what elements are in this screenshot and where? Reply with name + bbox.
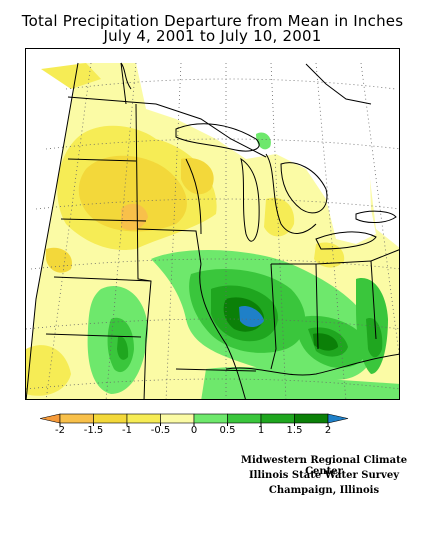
legend-swatch	[93, 413, 128, 424]
graticule-line	[315, 62, 347, 399]
graticule-line	[26, 318, 399, 330]
border-il-in	[270, 263, 277, 370]
drier-region-minnesota	[78, 155, 187, 232]
legend-tick-label: 0	[190, 425, 198, 436]
lake-huron	[280, 162, 328, 214]
legend-tick-label: -2	[55, 425, 65, 436]
border-ne-ks	[53, 276, 152, 282]
border-il-mo	[199, 263, 246, 399]
color-legend	[40, 413, 349, 426]
credit-survey: Illinois State Water Survey	[248, 470, 400, 481]
max-precip-region	[239, 305, 264, 327]
border-ny	[370, 249, 399, 262]
legend-tick-label: -0.5	[150, 425, 171, 436]
domain-edge-west	[26, 62, 79, 399]
map-title-line1: Total Precipitation Departure from Mean …	[21, 12, 404, 30]
graticule-line	[45, 62, 92, 399]
legend-tick-label: 2	[324, 425, 332, 436]
legend-tick-label: -1.5	[83, 425, 104, 436]
lake-michigan	[240, 157, 260, 242]
legend-tick-label: 1.5	[286, 425, 303, 436]
wettest-region-kansas	[117, 336, 129, 360]
outside-data-area	[136, 63, 371, 224]
graticule	[26, 62, 399, 399]
legend-tick-label: 0.5	[219, 425, 236, 436]
legend-swatch	[327, 413, 349, 424]
border-canada-line	[120, 62, 127, 105]
legend-swatch	[193, 413, 228, 424]
precipitation-map	[25, 48, 400, 400]
border-sd-ne	[60, 218, 147, 222]
lake-superior	[175, 123, 260, 152]
border-ia	[137, 228, 202, 265]
lake-woods	[120, 62, 132, 90]
wettest-region-indiana	[313, 333, 338, 351]
dry-region-wisconsin	[181, 158, 214, 195]
state-borders	[26, 62, 399, 399]
dry-region-southwest	[26, 345, 71, 396]
great-lakes	[120, 62, 397, 250]
wet-region-south	[201, 367, 399, 399]
graticule-line	[165, 62, 182, 399]
border-mo-ar	[175, 368, 257, 372]
border-ks-ok	[45, 333, 142, 338]
legend-swatch	[227, 413, 262, 424]
legend-tick-marks	[59, 423, 329, 426]
legend-swatch	[294, 413, 329, 424]
dry-region-north	[41, 63, 101, 89]
legend-swatches	[40, 413, 349, 424]
lake-ontario	[355, 210, 397, 223]
wetter-region-east	[366, 318, 383, 358]
legend-swatch	[260, 413, 295, 424]
wet-spot-upper-michigan	[256, 132, 271, 150]
border-ohio-river	[225, 353, 399, 376]
legend-swatch	[126, 413, 161, 424]
credit-organization: Midwestern Regional Climate Center	[240, 455, 408, 477]
map-canvas	[26, 49, 399, 399]
border-nd-sd	[67, 158, 137, 162]
driest-region-core	[121, 203, 148, 231]
legend-swatch	[59, 413, 94, 424]
graticule-line	[270, 62, 287, 399]
border-wi-mn	[185, 158, 202, 235]
border-mn-mo	[135, 103, 152, 399]
canada-coast	[305, 63, 372, 105]
graticule-line	[26, 378, 399, 390]
michigan-peninsula	[265, 153, 317, 234]
legend-tick-label: -1	[122, 425, 132, 436]
legend-swatch	[160, 413, 195, 424]
legend-swatch	[40, 413, 61, 424]
legend-tick-label: 1	[257, 425, 265, 436]
graticule-line	[105, 62, 137, 399]
credit-location: Champaign, Illinois	[268, 485, 380, 496]
map-title-line2: July 4, 2001 to July 10, 2001	[103, 27, 322, 45]
lake-erie	[315, 231, 377, 250]
us-canada-border	[67, 96, 267, 158]
